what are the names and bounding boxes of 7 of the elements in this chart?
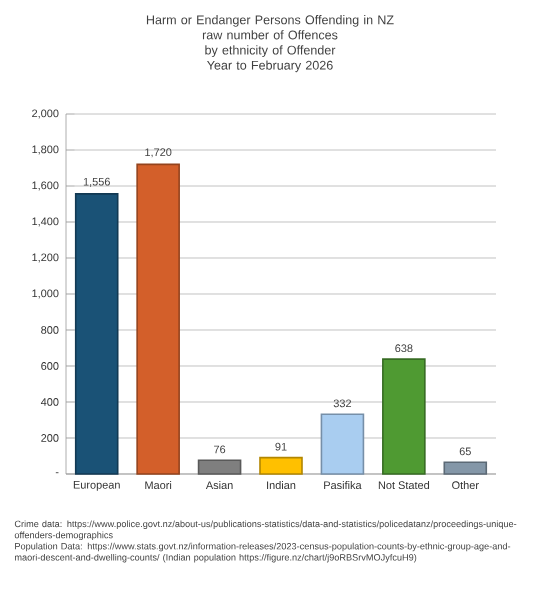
- bar: [320, 413, 365, 475]
- bar: [259, 456, 303, 475]
- bar: [197, 459, 242, 475]
- bar: [382, 358, 426, 475]
- bar: [443, 461, 488, 475]
- bar: [136, 163, 180, 475]
- bar: [74, 193, 119, 475]
